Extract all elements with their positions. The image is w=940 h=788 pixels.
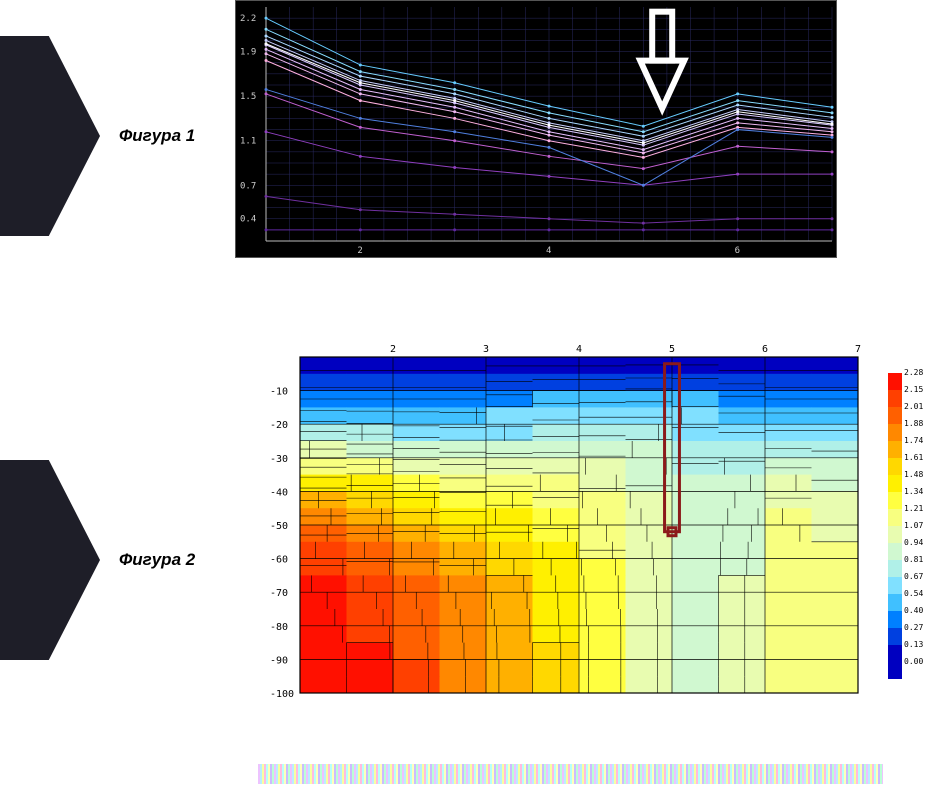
svg-text:-80: -80 xyxy=(270,622,288,633)
svg-text:-20: -20 xyxy=(270,420,288,431)
svg-text:4: 4 xyxy=(576,344,582,355)
pentagon-1 xyxy=(0,36,100,236)
svg-text:6: 6 xyxy=(762,344,768,355)
svg-text:7: 7 xyxy=(855,344,861,355)
svg-text:1.1: 1.1 xyxy=(240,137,256,147)
figure2-label: Фигура 2 xyxy=(119,550,195,570)
colorbar-swatch: 0.00 xyxy=(888,662,928,679)
svg-text:1.5: 1.5 xyxy=(240,92,256,102)
line-chart-svg: 0.4 0.7 1.1 1.5 1.9 2.2 2 4 6 xyxy=(236,1,838,259)
svg-text:-90: -90 xyxy=(270,655,288,666)
svg-text:2.2: 2.2 xyxy=(240,14,256,24)
svg-text:-70: -70 xyxy=(270,588,288,599)
svg-text:0.7: 0.7 xyxy=(240,181,256,191)
svg-text:-10: -10 xyxy=(270,387,288,398)
pentagon-2 xyxy=(0,460,100,660)
svg-text:-100: -100 xyxy=(270,689,294,700)
svg-text:-60: -60 xyxy=(270,555,288,566)
svg-text:2: 2 xyxy=(390,344,396,355)
svg-text:0.4: 0.4 xyxy=(240,215,256,225)
svg-text:2: 2 xyxy=(357,246,362,256)
figure1-label: Фигура 1 xyxy=(119,126,195,146)
svg-text:-50: -50 xyxy=(270,521,288,532)
arrow-icon xyxy=(640,12,684,109)
svg-text:6: 6 xyxy=(735,246,740,256)
line-chart: 0.4 0.7 1.1 1.5 1.9 2.2 2 4 6 xyxy=(235,0,837,258)
svg-text:1.9: 1.9 xyxy=(240,48,256,58)
svg-text:4: 4 xyxy=(546,246,551,256)
svg-text:3: 3 xyxy=(483,344,489,355)
svg-text:-30: -30 xyxy=(270,454,288,465)
noise-strip xyxy=(258,764,883,784)
svg-text:-40: -40 xyxy=(270,487,288,498)
contour-heatmap: 2 3 4 5 6 7 -10 -20 -30 -40 -50 -60 -70 -80 -90 -100 xyxy=(258,339,883,705)
contour-svg: 2 3 4 5 6 7 -10 -20 -30 -40 -50 -60 -70 -80 -90 -100 xyxy=(258,339,883,705)
colorbar: 2.282.152.011.881.741.611.481.341.211.07… xyxy=(888,373,928,679)
svg-text:5: 5 xyxy=(669,344,675,355)
